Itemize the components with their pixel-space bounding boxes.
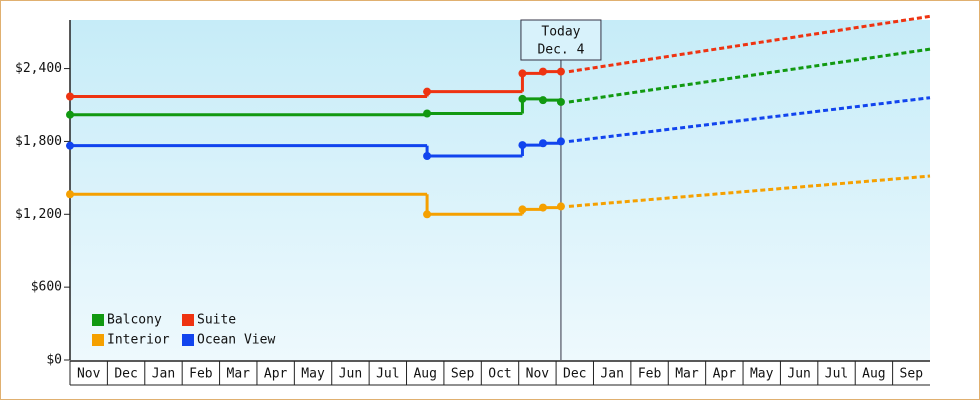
legend-label: Ocean View (197, 333, 275, 348)
forecast-line (568, 96, 931, 143)
price-point (539, 139, 547, 148)
today-box (520, 19, 602, 61)
x-tick-label: Jul (376, 367, 399, 382)
x-tick-label: May (750, 367, 774, 382)
legend-label: Suite (197, 313, 236, 328)
x-tick-label: Mar (675, 367, 699, 382)
x-tick-label: Apr (713, 367, 737, 382)
price-point (66, 110, 74, 119)
price-point (423, 109, 432, 118)
legend-label: Interior (107, 333, 170, 348)
price-point (423, 87, 432, 96)
x-tick-label: Aug (862, 367, 885, 382)
price-point (518, 141, 527, 150)
x-tick-label: Dec (114, 367, 137, 382)
forecast-line (568, 47, 931, 104)
x-tick-label: Feb (638, 367, 662, 382)
x-tick-label: Sep (900, 367, 924, 382)
x-tick-label: Oct (488, 367, 511, 382)
today-label: Dec. 4 (537, 43, 584, 58)
x-tick-label: Nov (526, 367, 550, 382)
price-point (66, 190, 74, 199)
price-point (556, 97, 565, 106)
x-tick-label: Apr (264, 367, 288, 382)
x-tick-label: May (301, 367, 325, 382)
price-point (539, 96, 547, 105)
price-point (518, 69, 527, 78)
legend-swatch (92, 314, 104, 326)
legend-swatch (182, 314, 194, 326)
price-point (66, 92, 74, 101)
plot-area (70, 20, 930, 360)
forecast-line (568, 14, 931, 74)
price-point (423, 152, 432, 160)
legend-swatch (182, 334, 194, 346)
price-point (518, 94, 527, 103)
y-tick-label: $1,800 (15, 134, 62, 149)
price-point (518, 205, 527, 214)
legend-swatch (92, 334, 104, 346)
x-tick-label: Mar (227, 367, 251, 382)
price-point (539, 67, 547, 76)
price-point (66, 141, 74, 150)
x-tick-label: Sep (451, 367, 475, 382)
x-tick-label: Jun (339, 367, 362, 382)
price-point (539, 203, 547, 212)
x-tick-label: Jan (600, 367, 623, 382)
price-point (556, 137, 565, 146)
price-point (556, 202, 565, 211)
x-tick-label: Jan (152, 367, 175, 382)
x-tick-label: Jul (825, 367, 848, 382)
x-tick-label: Aug (413, 367, 436, 382)
y-tick-label: $2,400 (15, 61, 62, 76)
legend-label: Balcony (107, 313, 162, 328)
x-tick-label: Jun (787, 367, 810, 382)
price-point (556, 67, 565, 76)
y-tick-label: $0 (46, 353, 62, 368)
price-point (423, 210, 432, 219)
x-tick-label: Feb (189, 367, 213, 382)
y-tick-label: $1,200 (15, 207, 62, 222)
today-label: Today (541, 25, 580, 40)
x-tick-label: Dec (563, 367, 586, 382)
y-tick-label: $600 (31, 280, 62, 295)
x-tick-label: Nov (77, 367, 101, 382)
forecast-line (568, 174, 931, 208)
